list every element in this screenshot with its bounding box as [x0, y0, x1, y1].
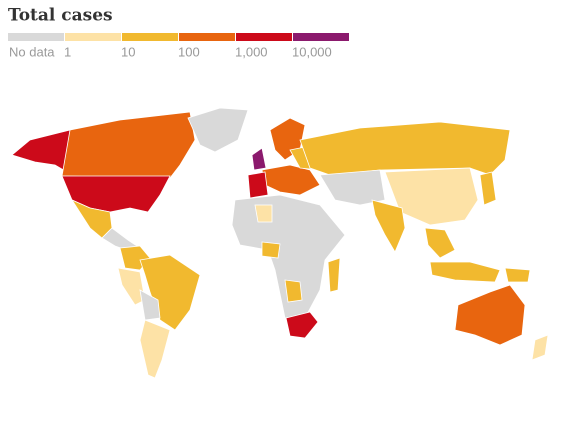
legend-swatch	[293, 33, 349, 41]
legend-label: 10	[121, 44, 135, 59]
region	[504, 267, 531, 283]
legend-label: 10,000	[292, 44, 332, 59]
region	[117, 267, 146, 306]
region	[327, 257, 341, 293]
region	[454, 284, 526, 346]
region	[261, 164, 321, 196]
region	[254, 204, 273, 223]
legend-swatch	[236, 33, 292, 41]
region	[285, 311, 319, 339]
legend-label: 1,000	[235, 44, 268, 59]
region	[139, 289, 161, 321]
region	[531, 334, 549, 361]
region	[299, 121, 511, 176]
region	[429, 261, 501, 283]
region	[187, 107, 249, 153]
world-map	[11, 107, 549, 379]
legend-label: No data	[9, 44, 55, 59]
legend-label: 100	[178, 44, 200, 59]
region	[284, 279, 303, 303]
legend-swatch	[8, 33, 64, 41]
region	[479, 171, 497, 206]
region	[319, 169, 386, 206]
region	[424, 227, 456, 259]
legend-swatch	[179, 33, 235, 41]
region	[371, 199, 406, 253]
legend-label: 1	[64, 44, 71, 59]
region	[139, 254, 201, 331]
region	[61, 111, 196, 179]
legend: No data 1 10 100 1,000 10,000	[8, 33, 349, 59]
region	[139, 319, 171, 379]
region	[251, 147, 267, 171]
title: Total cases	[8, 6, 113, 26]
legend-swatch	[65, 33, 121, 41]
legend-swatch	[122, 33, 178, 41]
region	[261, 241, 281, 259]
region	[247, 171, 269, 199]
